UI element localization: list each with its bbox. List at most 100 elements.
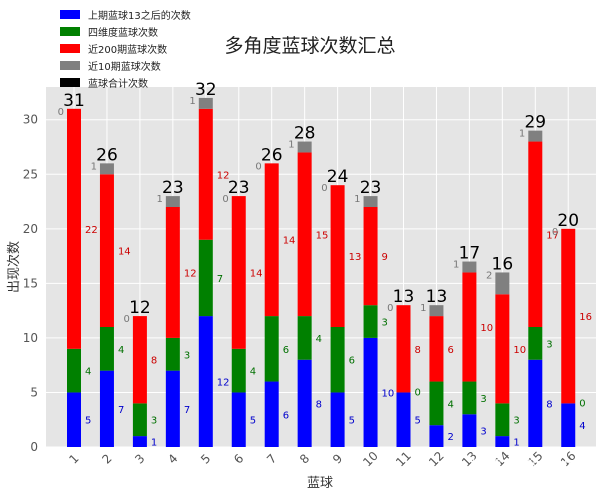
segment-value-label: 0 [552, 227, 558, 238]
segment-value-label: 14 [283, 236, 296, 247]
label-layer: 5422031741412613801273121231271213254140… [58, 80, 592, 449]
segment-value-label: 6 [349, 356, 355, 367]
bar-segment [363, 337, 378, 447]
bar-segment [396, 392, 411, 447]
bar-segment [132, 403, 147, 437]
bar-segment [429, 381, 444, 426]
bar-segment [330, 392, 345, 447]
segment-value-label: 0 [415, 387, 421, 398]
bar-segment [297, 152, 312, 317]
bar-segment [330, 327, 345, 393]
bar-segment [198, 316, 213, 447]
segment-value-label: 17 [546, 230, 559, 241]
bar-segment [396, 305, 411, 393]
bar-segment [132, 316, 147, 404]
legend-label: 蓝球合计次数 [88, 77, 148, 90]
segment-value-label: 7 [217, 274, 223, 285]
bar-segment [495, 294, 510, 404]
segment-value-label: 4 [118, 345, 124, 356]
bar-segment [99, 163, 114, 175]
segment-value-label: 22 [85, 225, 98, 236]
segment-value-label: 10 [382, 388, 395, 399]
segment-value-label: 8 [151, 356, 157, 367]
total-value-label: 24 [327, 167, 349, 187]
bar-segment [165, 337, 180, 371]
segment-value-label: 8 [415, 345, 421, 356]
bar-segment [561, 403, 576, 447]
chart-title: 多角度蓝球次数汇总 [224, 35, 395, 57]
segment-value-label: 10 [513, 345, 526, 356]
bar-segment [264, 381, 279, 447]
bar-segment [528, 130, 543, 142]
watermark-text: 知乎 @数字故事 [471, 457, 588, 476]
bar-segment [99, 370, 114, 447]
bar-segment [165, 207, 180, 338]
segment-value-label: 2 [447, 432, 453, 443]
segment-value-label: 8 [316, 399, 322, 410]
total-value-label: 26 [96, 145, 118, 165]
bar-segment [198, 239, 213, 317]
segment-value-label: 3 [546, 339, 552, 350]
y-tick-label: 0 [30, 440, 38, 454]
total-value-label: 20 [557, 211, 579, 231]
segment-value-label: 1 [519, 129, 525, 140]
segment-value-label: 1 [156, 194, 162, 205]
bar-segment [297, 141, 312, 153]
bar-segment [495, 272, 510, 295]
bar-segment [231, 348, 246, 393]
bar-segment [462, 381, 477, 415]
y-tick-label: 20 [23, 222, 38, 236]
bar-segment [528, 327, 543, 360]
segment-value-label: 12 [217, 378, 230, 389]
segment-value-label: 5 [349, 416, 355, 427]
segment-value-label: 1 [151, 438, 157, 449]
segment-value-label: 4 [250, 367, 256, 378]
segment-value-label: 2 [486, 270, 492, 281]
bar-segment [561, 228, 576, 404]
legend-swatch [60, 10, 80, 19]
segment-value-label: 1 [91, 161, 97, 172]
bar-segment [363, 207, 378, 306]
bar-segment [99, 327, 114, 371]
segment-value-label: 5 [85, 416, 91, 427]
total-value-label: 17 [459, 244, 481, 264]
bar-segment [67, 392, 81, 447]
segment-value-label: 8 [546, 399, 552, 410]
segment-value-label: 0 [387, 303, 393, 314]
bar-segment [462, 272, 477, 382]
bar-segment [363, 196, 378, 207]
segment-value-label: 0 [222, 194, 228, 205]
segment-value-label: 1 [513, 438, 519, 449]
bar-segment [363, 305, 378, 338]
bar-segment [67, 348, 81, 393]
legend-label: 近10期蓝球次数 [88, 60, 161, 73]
segment-value-label: 6 [283, 410, 289, 421]
bar-layer [67, 97, 576, 447]
bar-segment [165, 196, 180, 207]
segment-value-label: 0 [58, 107, 64, 118]
total-value-label: 23 [360, 178, 382, 198]
legend-swatch [60, 61, 80, 70]
bar-segment [231, 196, 246, 349]
segment-value-label: 3 [513, 416, 519, 427]
y-tick-label: 30 [23, 113, 38, 127]
bar-segment [99, 174, 114, 327]
segment-value-label: 15 [316, 230, 329, 241]
segment-value-label: 6 [283, 345, 289, 356]
total-value-label: 13 [393, 287, 415, 307]
legend-label: 近200期蓝球次数 [88, 43, 167, 56]
segment-value-label: 1 [354, 194, 360, 205]
legend-swatch [60, 27, 80, 36]
segment-value-label: 4 [316, 334, 322, 345]
bar-segment [462, 414, 477, 447]
segment-value-label: 4 [447, 399, 453, 410]
bar-segment [462, 261, 477, 273]
total-value-label: 13 [426, 287, 448, 307]
segment-value-label: 0 [255, 161, 261, 172]
total-value-label: 16 [492, 254, 514, 274]
segment-value-label: 1 [288, 140, 294, 151]
legend-swatch [60, 78, 80, 87]
bar-segment [231, 392, 246, 447]
segment-value-label: 1 [189, 96, 195, 107]
